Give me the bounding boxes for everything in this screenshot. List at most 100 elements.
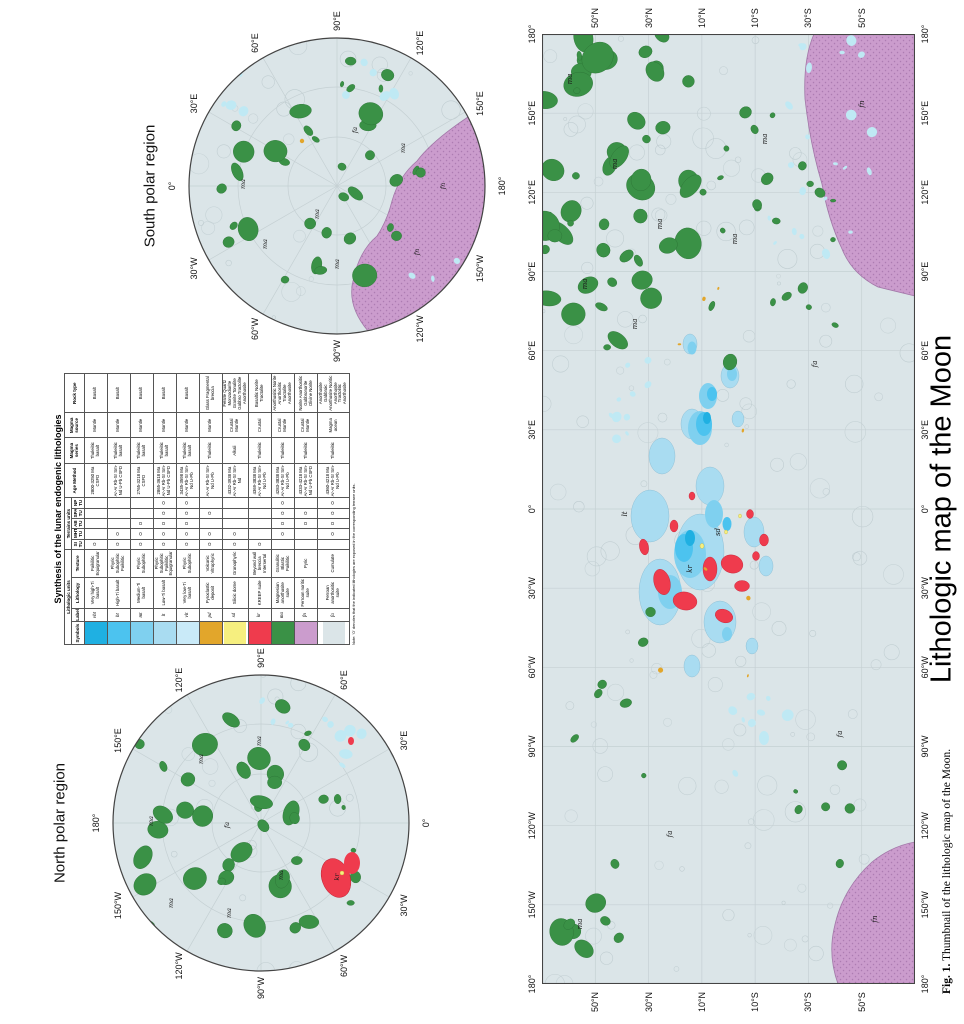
legend-cell: 3435-3598 Ma Ar-Ar Rb-Sr Sm-Nd U-Pb	[176, 463, 200, 498]
legend-header-cell: SPA TU	[71, 508, 85, 519]
legend-cell: Tholeiitic	[317, 437, 350, 464]
legend-cell: 2800-3250 Ma CSFD	[84, 463, 108, 498]
legend-header-cell: NP TU	[71, 497, 85, 509]
legend-cell: Alkali	[222, 437, 249, 464]
map-unit-label-fn: fn	[413, 249, 421, 257]
legend-cell: Basalt	[84, 373, 108, 413]
map-unit-label-ma: ma	[147, 816, 155, 826]
south-polar-title: South polar region	[141, 124, 159, 248]
legend-footnote: Note: 'O' denotes that the indicated lit…	[350, 483, 356, 645]
legend-header-cell: Symbols	[71, 621, 85, 645]
legend-cell: Granophyric	[222, 549, 249, 578]
legend-row-vht: vht Very high-Ti basalt Poikilitic Equigra…	[84, 373, 108, 645]
legend-header-cell: Label	[71, 608, 85, 622]
legend-row-lt: lt Low-Ti basalt Phyric Subophitic Poikili…	[153, 373, 177, 645]
legend-header-cell: Lithology	[71, 577, 85, 609]
map-unit-label-ma: ma	[631, 319, 639, 330]
legend-cell: O	[199, 539, 223, 550]
map-axis-label: 0°	[527, 504, 537, 514]
legend-cell	[222, 518, 249, 529]
legend-row-ht: ht High-Ti basalt Phyric Subophitic Poikil…	[107, 373, 131, 645]
map-unit-label-ma: ma	[167, 898, 175, 908]
legend-cell: Mantle	[199, 412, 223, 438]
legend-row-mt: mt Medium-Ti basalt Phyric Subophitic O O O 27…	[130, 373, 154, 645]
map-unit-label-ma: ma	[313, 209, 321, 219]
legend-cell	[317, 539, 350, 550]
legend-cell	[222, 497, 249, 509]
legend-cell: Mantle	[84, 412, 108, 438]
legend-cell: O	[271, 518, 295, 529]
legend-cell: Phyric Subophitic	[176, 549, 200, 578]
ring-label: 60°E	[338, 670, 349, 690]
legend-swatch-pd	[199, 622, 222, 644]
legend-cell: Phyric Subophitic	[130, 549, 154, 578]
ring-label: 90°W	[332, 339, 342, 363]
legend-cell	[84, 518, 108, 529]
legend-cell: O	[294, 508, 318, 519]
legend-swatch-ht	[107, 622, 130, 644]
ring-label: 30°W	[189, 257, 200, 280]
map-axis-label: 180°	[527, 974, 537, 994]
legend-cell: O	[199, 528, 223, 540]
ring-label: 60°W	[249, 317, 260, 340]
legend-cell	[199, 497, 223, 509]
legend-cell: O	[130, 539, 154, 550]
map-unit-label-fn: fn	[439, 183, 447, 191]
legend-cell: Magnesian anorthosite suite	[271, 577, 295, 609]
legend-cell: O	[271, 497, 295, 509]
legend-swatch-mt	[130, 622, 153, 644]
map-unit-label-ma: ma	[277, 870, 285, 880]
legend-cell: O	[84, 539, 108, 550]
legend-cell: Silicic dome	[222, 577, 249, 609]
south-polar-svg: ma ma ma ma fa fn fn ma	[188, 37, 486, 335]
map-unit-label-fn: fn	[858, 100, 866, 109]
map-unit-label-fa: fa	[811, 361, 819, 369]
legend-cell: ma	[271, 608, 295, 622]
map-axis-label: 150°W	[527, 891, 537, 919]
ring-label: 30°E	[398, 730, 409, 751]
map-unit-label-ma: ma	[261, 239, 269, 249]
legend-cell: O	[153, 497, 177, 509]
map-unit-label-ma: ma	[239, 179, 247, 189]
legend-cell: O	[222, 539, 249, 550]
map-unit-label-lt: lt	[621, 511, 629, 516]
ring-label: 150°W	[474, 254, 485, 283]
legend-cell: O	[294, 518, 318, 529]
legend-cell: Basalt	[130, 373, 154, 413]
map-axis-label: 10°S	[750, 992, 761, 1012]
legend-cell: lt	[153, 608, 177, 622]
legend-cell: Ar-Ar Rb-Sr Sm-Nd U-Pb	[199, 463, 223, 498]
legend-cell: fn	[294, 608, 318, 622]
main-map-title: Lithologic map of the Moon	[925, 334, 958, 684]
legend-header-cell: Age Method	[64, 463, 85, 498]
legend-cell	[107, 497, 131, 509]
legend-cell: O	[153, 539, 177, 550]
map-unit-label-fn: fn	[871, 915, 879, 924]
map-unit-label-ma: ma	[333, 259, 341, 269]
map-unit-label-ma: ma	[225, 908, 233, 918]
legend-cell: Glass Fragmental breccia	[199, 373, 223, 413]
map-axis-label: 120°W	[527, 812, 537, 840]
legend-cell: Anorthositic Norite Anorthositic Troctol…	[271, 373, 295, 413]
north-polar-svg: ma ma ma ma ma ma fa kr	[112, 674, 410, 972]
ring-label: 120°E	[173, 667, 184, 693]
ring-label: 150°E	[474, 91, 485, 116]
map-unit-label-ma: ma	[731, 234, 739, 245]
legend-cell: O	[176, 518, 200, 529]
legend-cell	[248, 508, 272, 519]
map-unit-label-fa: fa	[223, 822, 231, 829]
legend-swatch-vlt	[176, 622, 199, 644]
map-axis-label: 180°	[920, 24, 930, 44]
ring-label: 90°E	[332, 11, 342, 31]
ring-label: 90°E	[256, 648, 266, 668]
legend-cell: O	[271, 528, 295, 540]
legend-cell: Basaltic Norite Troctolite	[248, 373, 272, 413]
map-unit-label-sd: sd	[714, 527, 722, 536]
map-axis-label: 50°N	[590, 991, 601, 1013]
map-unit-label-ma: ma	[566, 74, 574, 85]
legend-row-fa: fa Ferroan anorthositic suite Cumulate O O O O…	[317, 373, 350, 645]
legend-row-vlt: vlt Very low-Ti basalt Phyric Subophitic O O…	[176, 373, 200, 645]
legend-cell: 4360-4218 Ma Ar-Ar Rb-Sr Sm-Nd U-Pb	[317, 463, 350, 498]
legend-cell: ht	[107, 608, 131, 622]
legend-cell: Tholeiitic basalt	[176, 437, 200, 464]
